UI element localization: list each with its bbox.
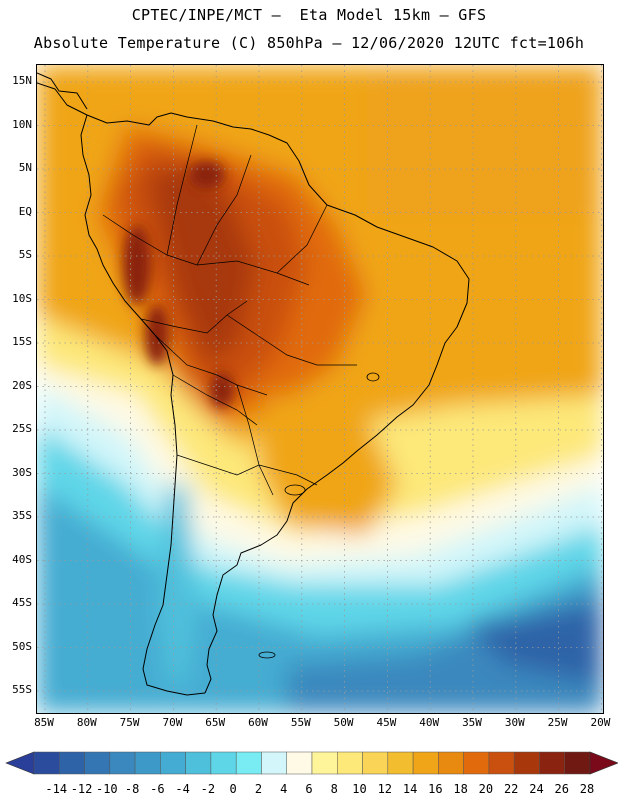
colorbar-swatch [210, 751, 237, 775]
longitude-label: 65W [205, 716, 226, 729]
lagoons [258, 372, 380, 659]
colorbar-swatch [539, 751, 565, 775]
colorbar-swatch [337, 751, 363, 775]
colorbar-tick-label: 10 [352, 782, 367, 796]
colorbar-swatch [564, 751, 591, 775]
latitude-label: 5S [18, 248, 32, 261]
longitude-label: 40W [419, 716, 440, 729]
latitude-label: 35S [12, 509, 32, 522]
colorbar-tick-label: 14 [402, 782, 418, 796]
longitude-label: 85W [34, 716, 54, 729]
latitude-label: 30S [12, 465, 32, 479]
colorbar-tick-label: 8 [330, 782, 338, 796]
latitude-label: 10S [12, 291, 32, 305]
colorbar-swatch [59, 751, 85, 775]
latitude-label: 5N [18, 161, 32, 174]
latitude-label: 15N [12, 74, 32, 87]
colorbar-swatch [463, 751, 490, 775]
latitude-label: 40S [12, 552, 32, 566]
latitude-label: 25S [12, 422, 32, 435]
longitude-label: 35W [462, 716, 482, 729]
colorbar-tick-label: 18 [453, 782, 468, 796]
colorbar-swatch [185, 751, 212, 775]
latitude-label: EQ [18, 204, 32, 218]
colorbar-tick-label: 16 [428, 782, 443, 796]
longitude-label: 55W [290, 716, 311, 729]
colorbar-swatch [412, 751, 439, 775]
colorbar-tick-label: 24 [529, 782, 544, 796]
colorbar-tick-label: 28 [579, 782, 595, 796]
longitude-label: 25W [547, 716, 568, 729]
latitude-label: 45S [12, 596, 32, 609]
colorbar-swatch [488, 751, 515, 775]
colorbar-swatch [109, 751, 136, 775]
colorbar-tick-label: -8 [124, 782, 140, 796]
colorbar-tick-label: -6 [150, 782, 165, 796]
colorbar-tick-label: 20 [478, 782, 494, 796]
colorbar-swatch [438, 751, 464, 775]
colorbar-tick-label: 0 [229, 782, 237, 796]
colorbar-tick-label: -4 [175, 782, 190, 796]
colorbar-tick-label: 4 [280, 782, 288, 796]
colorbar [5, 751, 618, 775]
colorbar-tick-label: 26 [554, 782, 569, 796]
colorbar-swatch [160, 751, 186, 775]
colorbar-over-arrow [589, 751, 618, 775]
longitude-label: 45W [376, 716, 397, 729]
colorbar-swatch [261, 751, 287, 775]
longitude-label: 50W [333, 716, 354, 729]
colorbar-tick-label: -14 [45, 782, 68, 796]
latitude-label: 10N [12, 117, 32, 131]
colorbar-tick-label: 22 [503, 782, 519, 796]
map-graticule [37, 65, 603, 713]
colorbar-tick-label: 6 [305, 782, 313, 796]
chart-title-line-2: Absolute Temperature (C) 850hPa – 12/06/… [33, 34, 585, 52]
colorbar-under-arrow [5, 751, 35, 775]
latitude-label: 50S [12, 639, 32, 653]
colorbar-swatch [84, 751, 111, 775]
chart-title-line-1: CPTEC/INPE/MCT – Eta Model 15km – GFS [131, 6, 487, 24]
colorbar-tick-label: -10 [95, 782, 118, 796]
colorbar-swatch [362, 751, 389, 775]
latitude-label: 55S [12, 683, 32, 696]
colorbar-tick-label: 12 [377, 782, 393, 796]
coastline [37, 72, 470, 696]
latitude-label: 20S [12, 378, 32, 392]
colorbar-tick-label: 2 [254, 782, 263, 796]
colorbar-swatch [311, 751, 338, 775]
country-borders [102, 124, 357, 496]
longitude-label: 70W [162, 716, 183, 729]
longitude-label: 60W [248, 716, 268, 729]
colorbar-tick-label: -2 [200, 782, 216, 796]
colorbar-tick-label: -12 [70, 782, 93, 796]
colorbar-swatch [513, 751, 540, 775]
longitude-label: 75W [119, 716, 140, 729]
longitude-label: 20W [590, 716, 611, 729]
temperature-field [37, 65, 603, 713]
colorbar-swatch [134, 751, 161, 775]
latitude-label: 15S [12, 335, 32, 348]
colorbar-swatch [286, 751, 313, 775]
colorbar-swatch [235, 751, 262, 775]
longitude-label: 80W [76, 716, 97, 729]
colorbar-swatch [33, 751, 60, 775]
colorbar-swatch [387, 751, 414, 775]
longitude-label: 30W [504, 716, 525, 729]
temperature-map [36, 64, 604, 714]
